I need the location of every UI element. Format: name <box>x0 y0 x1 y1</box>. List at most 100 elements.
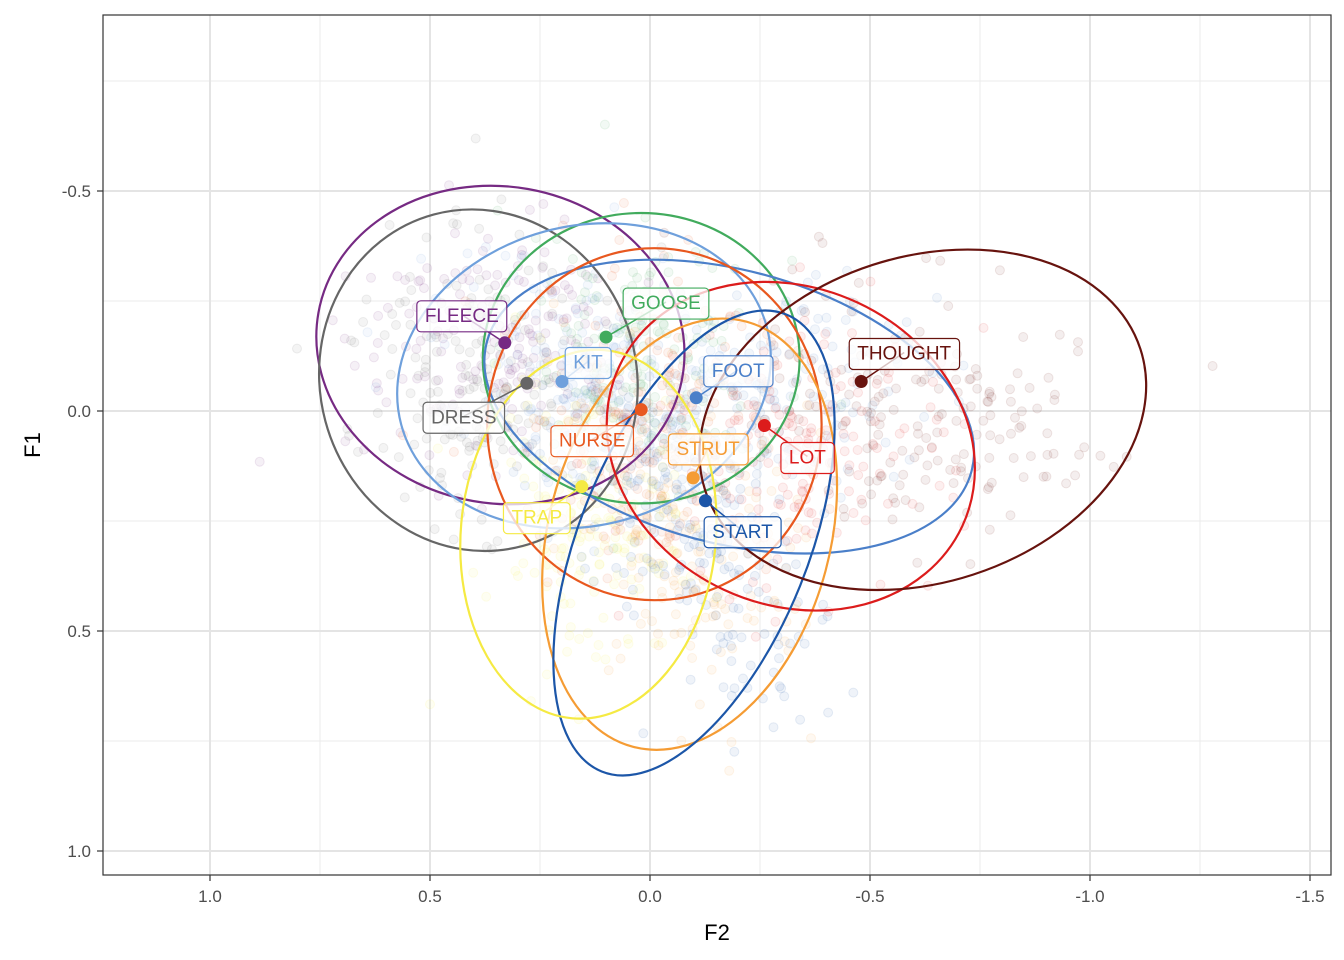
token-point <box>558 393 569 404</box>
token-point <box>813 231 824 242</box>
token-point <box>594 559 605 570</box>
token-point <box>835 381 846 392</box>
token-point <box>842 464 853 474</box>
token-point <box>660 467 671 478</box>
token-point <box>690 370 701 381</box>
token-point <box>661 537 672 548</box>
token-point <box>856 406 867 417</box>
token-point <box>491 387 502 398</box>
token-point <box>738 390 749 401</box>
token-point <box>648 475 659 486</box>
token-point <box>630 322 641 333</box>
ellipse-fleece <box>315 184 686 506</box>
token-point <box>782 489 793 500</box>
token-point <box>670 507 681 518</box>
token-point <box>454 384 465 395</box>
token-point <box>609 579 620 590</box>
token-point <box>571 401 582 411</box>
token-point <box>517 353 528 364</box>
token-point <box>361 294 372 305</box>
token-point <box>983 396 994 407</box>
token-point <box>642 427 653 438</box>
token-point <box>439 434 450 445</box>
token-point <box>1014 422 1025 433</box>
token-point <box>776 683 787 694</box>
token-point <box>734 564 744 575</box>
token-point <box>911 374 921 385</box>
token-point <box>1025 451 1036 462</box>
token-point <box>891 383 901 394</box>
token-point <box>564 630 575 641</box>
token-point <box>540 375 551 385</box>
token-point <box>636 320 647 331</box>
token-point <box>671 484 682 495</box>
token-point <box>658 558 669 569</box>
token-point <box>1049 389 1060 400</box>
label-box-trap <box>502 502 571 535</box>
label-strut: STRUT <box>667 433 749 466</box>
token-point <box>667 501 678 512</box>
token-point <box>820 329 831 339</box>
token-point <box>652 406 663 417</box>
token-point <box>663 370 674 381</box>
token-point <box>629 538 640 549</box>
token-point <box>580 403 591 414</box>
token-point <box>525 328 535 339</box>
ellipse-foot <box>483 258 976 555</box>
token-point <box>738 673 748 684</box>
token-point <box>620 382 631 393</box>
token-point <box>533 415 544 426</box>
token-point <box>761 448 772 459</box>
token-point <box>387 344 398 354</box>
token-point <box>373 385 384 396</box>
token-point <box>726 737 737 747</box>
token-point <box>405 319 416 330</box>
token-point <box>912 557 923 568</box>
token-point <box>589 333 600 344</box>
token-point <box>539 417 550 427</box>
token-point <box>663 505 674 516</box>
token-point <box>612 542 623 553</box>
token-point <box>985 410 996 421</box>
token-point <box>1042 428 1053 439</box>
token-point <box>936 409 947 419</box>
token-point <box>635 447 646 458</box>
token-point <box>461 437 472 448</box>
token-point <box>657 380 668 391</box>
token-point <box>633 535 644 546</box>
token-point <box>565 598 576 609</box>
token-point <box>695 565 706 576</box>
token-point <box>590 386 601 397</box>
mean-point-goose <box>599 330 613 344</box>
token-point <box>593 292 604 303</box>
token-point <box>537 380 548 391</box>
token-point <box>544 377 555 388</box>
token-point <box>1006 428 1016 439</box>
token-point <box>646 354 657 365</box>
token-point <box>546 401 557 412</box>
token-point <box>801 428 812 439</box>
token-point <box>956 462 967 473</box>
token-point <box>613 396 624 406</box>
token-point <box>608 412 619 423</box>
token-point <box>622 634 633 645</box>
token-point <box>644 371 655 382</box>
token-point <box>749 570 760 581</box>
token-point <box>370 382 381 393</box>
token-point <box>569 416 579 427</box>
token-point <box>655 400 666 411</box>
label-fleece: FLEECE <box>416 300 508 333</box>
token-point <box>409 439 420 450</box>
token-point <box>810 269 821 280</box>
token-point <box>457 274 468 285</box>
token-point <box>541 353 551 363</box>
token-point <box>759 446 770 457</box>
ellipse-kit <box>396 222 772 530</box>
token-point <box>586 389 597 400</box>
token-point <box>853 470 864 481</box>
token-point <box>483 233 493 244</box>
token-point <box>689 539 700 550</box>
token-point <box>1005 510 1016 521</box>
token-point <box>654 511 665 522</box>
token-point <box>470 133 481 144</box>
